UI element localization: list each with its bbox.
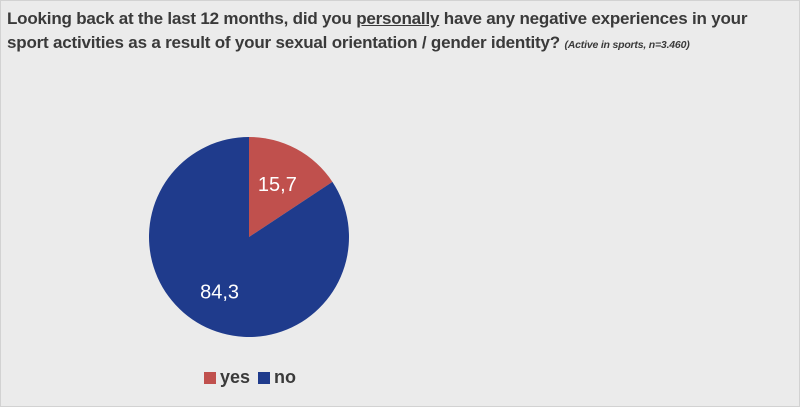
data-label-no: 84,3 [200, 282, 239, 304]
title-text-end: have any negative experiences in your sp… [7, 9, 748, 52]
legend-item-yes: yes [204, 367, 250, 388]
sample-note: (Active in sports, n=3.460) [564, 39, 690, 51]
chart-panel: Looking back at the last 12 months, did … [0, 0, 800, 407]
legend-label-yes: yes [220, 367, 251, 387]
chart-legend: yes no [204, 367, 304, 388]
bottom-strip [0, 407, 800, 419]
chart-title: Looking back at the last 12 months, did … [7, 7, 793, 57]
legend-item-no: no [258, 367, 296, 388]
legend-swatch-yes [204, 371, 216, 384]
pie-chart: 15,7 84,3 [148, 137, 349, 337]
pie-slice-yes [249, 137, 333, 237]
pie-slice-no [148, 137, 349, 337]
title-underlined-word: personally [356, 9, 440, 28]
legend-swatch-no [258, 371, 271, 384]
title-text-start: Looking back at the last 12 months, did … [7, 9, 357, 28]
legend-label-no: no [274, 367, 297, 387]
data-label-yes: 15,7 [258, 174, 297, 196]
